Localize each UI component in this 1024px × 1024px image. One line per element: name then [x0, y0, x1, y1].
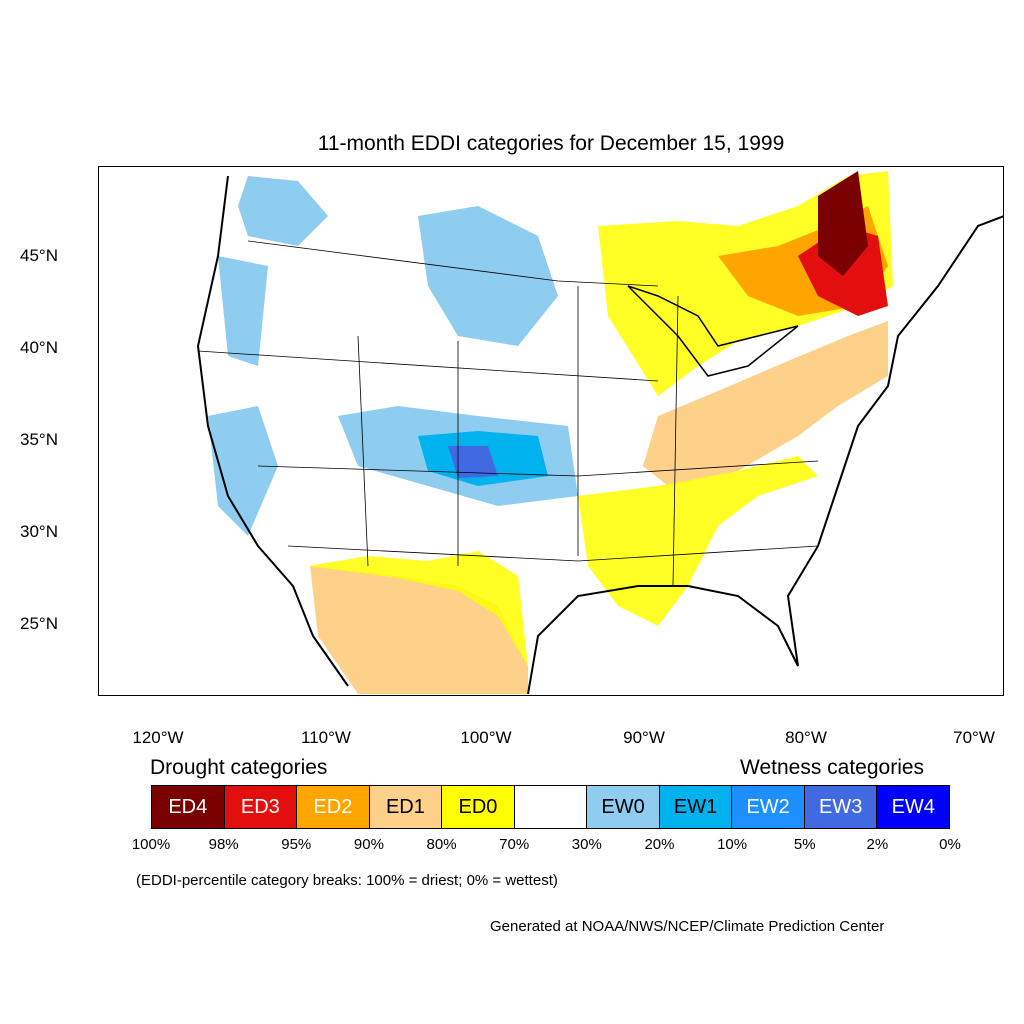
- lat-label-25: 25°N: [20, 614, 58, 633]
- lon-label-90: 90°W: [623, 728, 665, 747]
- percentile-label: 98%: [208, 836, 239, 853]
- lon-label-80: 80°W: [785, 728, 827, 747]
- legend-cell-ed2: ED2: [297, 786, 370, 828]
- texas-ed0-region: [308, 551, 528, 666]
- great-lakes: [627, 285, 799, 377]
- legend-cell-ed0: ED0: [442, 786, 515, 828]
- map-panel: [98, 166, 1004, 696]
- pacific-nw-wet-region: [238, 176, 328, 246]
- lon-label-70: 70°W: [953, 728, 995, 747]
- southeast-ed0-region: [578, 456, 818, 626]
- map-title: 11-month EDDI categories for December 15…: [317, 132, 785, 155]
- percentile-label: 2%: [866, 836, 889, 853]
- percentile-label: 20%: [644, 836, 675, 853]
- west-coast-wet-region: [218, 256, 268, 366]
- drought-legend-title: Drought categories: [150, 756, 328, 779]
- credit-text: Generated at NOAA/NWS/NCEP/Climate Predi…: [490, 918, 885, 935]
- lat-label-30: 30°N: [20, 522, 58, 541]
- southern-plains-ew3-region: [448, 446, 498, 478]
- northern-plains-wet-region: [418, 206, 558, 346]
- lon-label-110: 110°W: [301, 728, 351, 747]
- legend-cell-ew4: EW4: [877, 786, 950, 828]
- lon-label-100: 100°W: [460, 728, 512, 747]
- percentile-label: 95%: [281, 836, 312, 853]
- lat-label-40: 40°N: [20, 338, 58, 357]
- coastline: [196, 175, 1004, 695]
- percentile-label: 5%: [793, 836, 816, 853]
- legend-cell-ed3: ED3: [224, 786, 298, 828]
- quebec-ed4-region: [818, 171, 868, 276]
- eastern-drought-region: [643, 321, 888, 486]
- wetness-legend-title: Wetness categories: [740, 756, 925, 779]
- lat-label-35: 35°N: [20, 430, 58, 449]
- lon-label-120: 120°W: [132, 728, 184, 747]
- percentile-label: 0%: [939, 836, 961, 853]
- legend-cell-ew3: EW3: [804, 786, 878, 828]
- percentile-label: 10%: [717, 836, 748, 853]
- legend-colorbar: ED4 ED3 ED2 ED1 ED0 EW0 EW1 EW2 EW3 EW4: [151, 785, 950, 829]
- legend-cell-ew2: EW2: [732, 786, 805, 828]
- percentile-label: 30%: [571, 836, 602, 853]
- percentile-label: 90%: [353, 836, 384, 853]
- legend-cell-ew1: EW1: [659, 786, 733, 828]
- lat-label-45: 45°N: [20, 246, 58, 265]
- state-boundaries: [197, 240, 819, 587]
- california-wet-region: [208, 406, 278, 536]
- legend-cell-ed1: ED1: [369, 786, 443, 828]
- percentile-label: 100%: [131, 836, 171, 853]
- percentile-label: 70%: [499, 836, 530, 853]
- category-note: (EDDI-percentile category breaks: 100% =…: [136, 872, 558, 889]
- legend-cell-neutral: [514, 786, 588, 828]
- percentile-label: 80%: [426, 836, 457, 853]
- legend-cell-ed4: ED4: [152, 786, 225, 828]
- legend-cell-ew0: EW0: [587, 786, 660, 828]
